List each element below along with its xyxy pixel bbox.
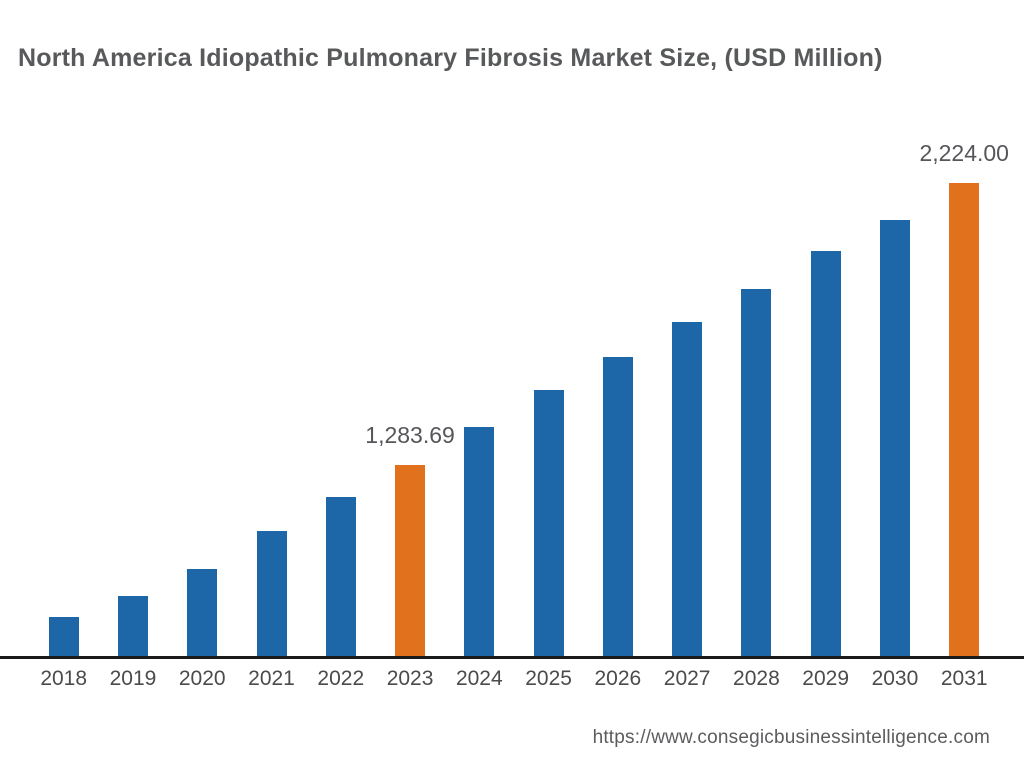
x-axis-line [0, 656, 1024, 659]
bar-2024 [464, 427, 495, 658]
x-tick-2020: 2020 [178, 667, 226, 690]
source-url: https://www.consegicbusinessintelligence… [592, 727, 990, 748]
bar-2028 [741, 289, 772, 658]
x-tick-2028: 2028 [733, 667, 780, 690]
bar-2018 [48, 617, 79, 658]
bar-2029 [810, 251, 841, 658]
bar-2019 [117, 596, 148, 658]
bar-2023 [395, 465, 426, 658]
x-tick-2025: 2025 [525, 667, 572, 690]
x-tick-2024: 2024 [455, 667, 503, 690]
x-tick-2026: 2026 [594, 667, 642, 690]
bar-2025 [533, 390, 564, 658]
value-label-2031: 2,224.00 [919, 140, 1009, 166]
x-tick-2022: 2022 [317, 667, 365, 690]
x-tick-2029: 2029 [802, 667, 850, 690]
bar-2020 [187, 569, 218, 658]
x-tick-2021: 2021 [248, 667, 295, 690]
x-tick-2027: 2027 [663, 667, 711, 690]
x-tick-2031: 2031 [940, 667, 988, 690]
bar-2022 [325, 497, 356, 658]
bar-2027 [672, 322, 703, 658]
bar-2030 [879, 220, 910, 658]
x-tick-2023: 2023 [386, 667, 434, 690]
bar-2031 [949, 183, 980, 658]
bar-2026 [602, 357, 633, 658]
x-tick-2019: 2019 [109, 667, 157, 690]
x-tick-2018: 2018 [40, 667, 88, 690]
value-label-2023: 1,283.69 [365, 422, 455, 448]
chart-title: North America Idiopathic Pulmonary Fibro… [18, 44, 883, 72]
bar-2021 [256, 531, 287, 658]
x-tick-2030: 2030 [871, 667, 919, 690]
